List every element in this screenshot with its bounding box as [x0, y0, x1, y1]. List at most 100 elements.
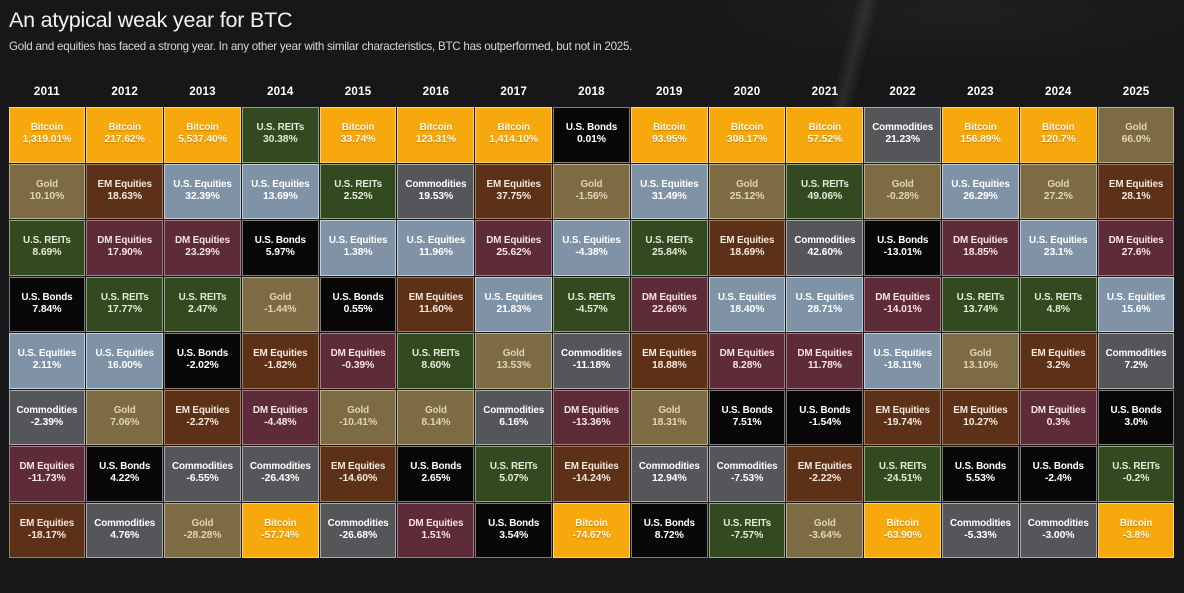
cell-2022-gold[interactable]: Gold -0.28% [864, 163, 942, 219]
cell-2019-emequities[interactable]: EM Equities 18.88% [630, 333, 708, 389]
cell-2014-emequities[interactable]: EM Equities -1.82% [241, 333, 319, 389]
cell-2017-usequities[interactable]: U.S. Equities 21.83% [475, 276, 553, 332]
cell-2016-bitcoin[interactable]: Bitcoin 123.31% [397, 107, 475, 163]
cell-2021-dmequities[interactable]: DM Equities 11.78% [786, 333, 864, 389]
cell-2022-commodities[interactable]: Commodities 21.23% [864, 107, 942, 163]
cell-2013-gold[interactable]: Gold -28.28% [164, 502, 241, 558]
cell-2023-usreits[interactable]: U.S. REITs 13.74% [942, 276, 1019, 332]
cell-2021-usbonds[interactable]: U.S. Bonds -1.54% [786, 389, 864, 445]
cell-2018-dmequities[interactable]: DM Equities -13.36% [553, 389, 630, 445]
cell-2022-dmequities[interactable]: DM Equities -14.01% [864, 276, 942, 332]
cell-2011-commodities[interactable]: Commodities -2.39% [8, 389, 86, 445]
cell-2014-bitcoin[interactable]: Bitcoin -57.74% [241, 502, 319, 558]
cell-2012-bitcoin[interactable]: Bitcoin 217.62% [86, 107, 164, 163]
cell-2019-dmequities[interactable]: DM Equities 22.66% [630, 276, 708, 332]
cell-2021-commodities[interactable]: Commodities 42.60% [786, 220, 864, 276]
cell-2018-usbonds[interactable]: U.S. Bonds 0.01% [553, 107, 630, 163]
cell-2018-gold[interactable]: Gold -1.56% [553, 163, 630, 219]
cell-2018-commodities[interactable]: Commodities -11.18% [553, 333, 630, 389]
cell-2016-emequities[interactable]: EM Equities 11.60% [397, 276, 475, 332]
cell-2021-usequities[interactable]: U.S. Equities 28.71% [786, 276, 864, 332]
cell-2015-commodities[interactable]: Commodities -26.68% [319, 502, 397, 558]
cell-2024-gold[interactable]: Gold 27.2% [1019, 163, 1097, 219]
cell-2019-usreits[interactable]: U.S. REITs 25.84% [630, 220, 708, 276]
cell-2016-dmequities[interactable]: DM Equities 1.51% [397, 502, 475, 558]
cell-2015-dmequities[interactable]: DM Equities -0.39% [319, 333, 397, 389]
cell-2024-commodities[interactable]: Commodities -3.00% [1019, 502, 1097, 558]
cell-2015-gold[interactable]: Gold -10.41% [319, 389, 397, 445]
cell-2016-usbonds[interactable]: U.S. Bonds 2.65% [397, 446, 475, 502]
cell-2020-bitcoin[interactable]: Bitcoin 308.17% [708, 107, 786, 163]
cell-2021-gold[interactable]: Gold -3.64% [786, 502, 864, 558]
cell-2024-bitcoin[interactable]: Bitcoin 120.7% [1019, 107, 1097, 163]
cell-2025-gold[interactable]: Gold 66.0% [1097, 107, 1175, 163]
cell-2017-emequities[interactable]: EM Equities 37.75% [475, 163, 553, 219]
cell-2013-emequities[interactable]: EM Equities -2.27% [164, 389, 241, 445]
cell-2018-emequities[interactable]: EM Equities -14.24% [553, 446, 630, 502]
cell-2024-emequities[interactable]: EM Equities 3.2% [1019, 333, 1097, 389]
cell-2017-gold[interactable]: Gold 13.53% [475, 333, 553, 389]
cell-2016-commodities[interactable]: Commodities 19.53% [397, 163, 475, 219]
cell-2025-usequities[interactable]: U.S. Equities 15.6% [1097, 276, 1175, 332]
cell-2020-dmequities[interactable]: DM Equities 8.28% [708, 333, 786, 389]
cell-2011-usreits[interactable]: U.S. REITs 8.69% [8, 220, 86, 276]
cell-2013-usequities[interactable]: U.S. Equities 32.39% [164, 163, 241, 219]
cell-2025-emequities[interactable]: EM Equities 28.1% [1097, 163, 1175, 219]
cell-2022-bitcoin[interactable]: Bitcoin -63.90% [864, 502, 942, 558]
cell-2020-emequities[interactable]: EM Equities 18.69% [708, 220, 786, 276]
cell-2021-usreits[interactable]: U.S. REITs 49.06% [786, 163, 864, 219]
cell-2016-gold[interactable]: Gold 8.14% [397, 389, 475, 445]
cell-2012-usequities[interactable]: U.S. Equities 16.00% [86, 333, 164, 389]
cell-2022-usbonds[interactable]: U.S. Bonds -13.01% [864, 220, 942, 276]
cell-2021-emequities[interactable]: EM Equities -2.22% [786, 446, 864, 502]
cell-2015-usbonds[interactable]: U.S. Bonds 0.55% [319, 276, 397, 332]
cell-2017-commodities[interactable]: Commodities 6.16% [475, 389, 553, 445]
cell-2019-gold[interactable]: Gold 18.31% [630, 389, 708, 445]
cell-2013-commodities[interactable]: Commodities -6.55% [164, 446, 241, 502]
cell-2020-gold[interactable]: Gold 25.12% [708, 163, 786, 219]
cell-2022-usequities[interactable]: U.S. Equities -18.11% [864, 333, 942, 389]
cell-2023-commodities[interactable]: Commodities -5.33% [942, 502, 1019, 558]
cell-2012-gold[interactable]: Gold 7.06% [86, 389, 164, 445]
cell-2011-emequities[interactable]: EM Equities -18.17% [8, 502, 86, 558]
cell-2013-usbonds[interactable]: U.S. Bonds -2.02% [164, 333, 241, 389]
cell-2023-usbonds[interactable]: U.S. Bonds 5.53% [942, 446, 1019, 502]
cell-2011-usequities[interactable]: U.S. Equities 2.11% [8, 333, 86, 389]
cell-2021-bitcoin[interactable]: Bitcoin 57.52% [786, 107, 864, 163]
cell-2015-bitcoin[interactable]: Bitcoin 33.74% [319, 107, 397, 163]
cell-2017-bitcoin[interactable]: Bitcoin 1,414.10% [475, 107, 553, 163]
cell-2014-usreits[interactable]: U.S. REITs 30.38% [241, 107, 319, 163]
cell-2014-dmequities[interactable]: DM Equities -4.48% [241, 389, 319, 445]
cell-2024-dmequities[interactable]: DM Equities 0.3% [1019, 389, 1097, 445]
cell-2012-dmequities[interactable]: DM Equities 17.90% [86, 220, 164, 276]
cell-2014-usbonds[interactable]: U.S. Bonds 5.97% [241, 220, 319, 276]
cell-2023-gold[interactable]: Gold 13.10% [942, 333, 1019, 389]
cell-2011-gold[interactable]: Gold 10.10% [8, 163, 86, 219]
cell-2012-usbonds[interactable]: U.S. Bonds 4.22% [86, 446, 164, 502]
cell-2012-emequities[interactable]: EM Equities 18.63% [86, 163, 164, 219]
cell-2012-commodities[interactable]: Commodities 4.76% [86, 502, 164, 558]
cell-2014-gold[interactable]: Gold -1.44% [241, 276, 319, 332]
cell-2013-bitcoin[interactable]: Bitcoin 5,537.40% [164, 107, 241, 163]
cell-2025-usreits[interactable]: U.S. REITs -0.2% [1097, 446, 1175, 502]
cell-2016-usreits[interactable]: U.S. REITs 8.60% [397, 333, 475, 389]
cell-2025-bitcoin[interactable]: Bitcoin -3.8% [1097, 502, 1175, 558]
cell-2017-usreits[interactable]: U.S. REITs 5.07% [475, 446, 553, 502]
cell-2015-usreits[interactable]: U.S. REITs 2.52% [319, 163, 397, 219]
cell-2025-dmequities[interactable]: DM Equities 27.6% [1097, 220, 1175, 276]
cell-2025-commodities[interactable]: Commodities 7.2% [1097, 333, 1175, 389]
cell-2023-dmequities[interactable]: DM Equities 18.85% [942, 220, 1019, 276]
cell-2024-usbonds[interactable]: U.S. Bonds -2.4% [1019, 446, 1097, 502]
cell-2023-usequities[interactable]: U.S. Equities 26.29% [942, 163, 1019, 219]
cell-2019-commodities[interactable]: Commodities 12.94% [630, 446, 708, 502]
cell-2019-usbonds[interactable]: U.S. Bonds 8.72% [630, 502, 708, 558]
cell-2011-bitcoin[interactable]: Bitcoin 1,319.01% [8, 107, 86, 163]
cell-2018-bitcoin[interactable]: Bitcoin -74.67% [553, 502, 630, 558]
cell-2013-usreits[interactable]: U.S. REITs 2.47% [164, 276, 241, 332]
cell-2019-bitcoin[interactable]: Bitcoin 93.95% [630, 107, 708, 163]
cell-2015-emequities[interactable]: EM Equities -14.60% [319, 446, 397, 502]
cell-2024-usequities[interactable]: U.S. Equities 23.1% [1019, 220, 1097, 276]
cell-2014-usequities[interactable]: U.S. Equities 13.69% [241, 163, 319, 219]
cell-2020-usequities[interactable]: U.S. Equities 18.40% [708, 276, 786, 332]
cell-2023-emequities[interactable]: EM Equities 10.27% [942, 389, 1019, 445]
